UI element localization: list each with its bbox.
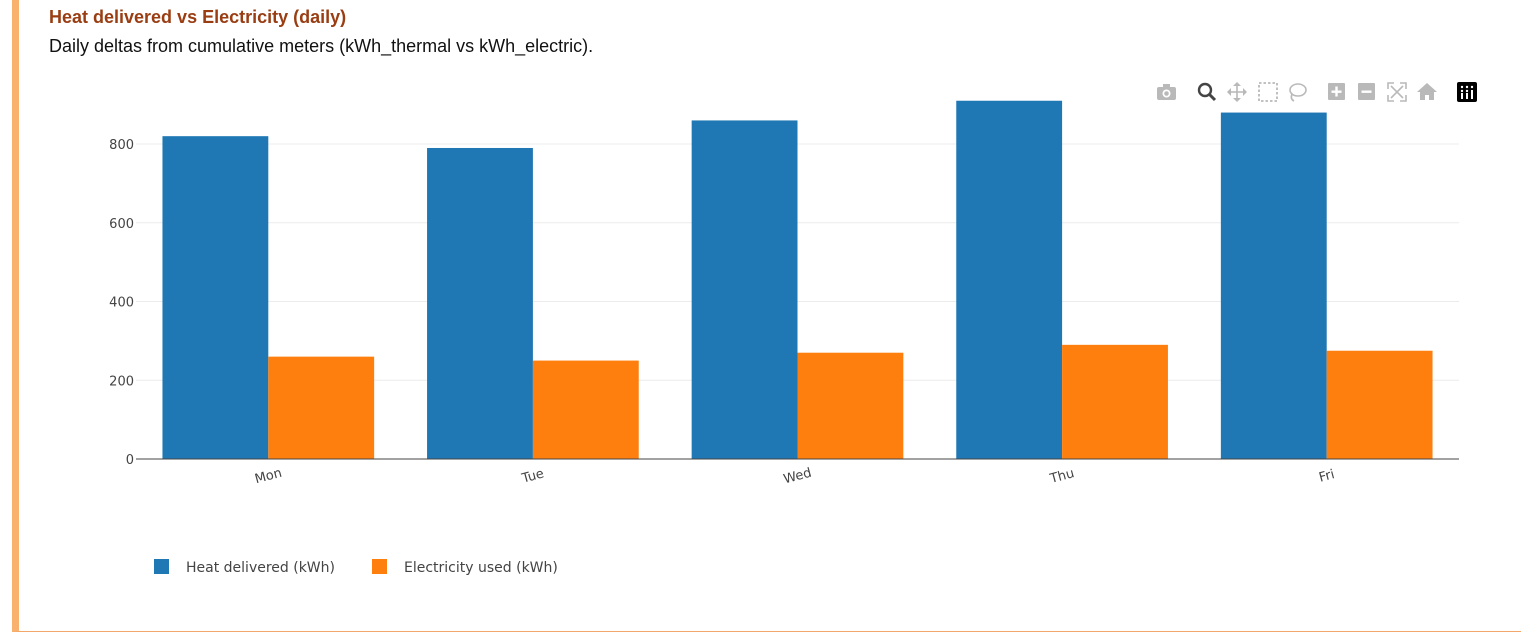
- x-tick-label: Fri: [1317, 467, 1336, 486]
- lasso-select-icon[interactable]: [1289, 83, 1307, 102]
- zoom-icon[interactable]: [1197, 82, 1217, 102]
- y-tick-label: 800: [109, 138, 134, 153]
- electric-bar-wed[interactable]: [797, 352, 904, 459]
- plotly-logo-icon[interactable]: [1457, 82, 1477, 102]
- axes: 0 200 400 600 800 Mon Tue Wed Thu Fri: [109, 138, 1459, 487]
- autoscale-icon[interactable]: [1387, 82, 1407, 102]
- y-tick-label: 200: [109, 374, 134, 389]
- heat-bar-fri[interactable]: [1220, 112, 1327, 459]
- reset-axes-icon[interactable]: [1417, 83, 1437, 100]
- zoom-out-icon[interactable]: [1358, 83, 1375, 100]
- y-tick-label: 400: [109, 296, 134, 311]
- pan-icon[interactable]: [1227, 82, 1247, 102]
- heat-bar-tue[interactable]: [427, 147, 533, 459]
- zoom-in-icon[interactable]: [1328, 83, 1345, 100]
- legend-swatch[interactable]: [154, 559, 169, 574]
- camera-icon[interactable]: [1157, 84, 1176, 100]
- heat-bar-mon[interactable]: [162, 136, 269, 459]
- legend-swatch[interactable]: [372, 559, 387, 574]
- electric-bar-tue[interactable]: [532, 360, 639, 459]
- x-tick-label: Thu: [1048, 466, 1076, 487]
- modebar: [1157, 82, 1477, 102]
- y-tick-label: 0: [126, 453, 134, 468]
- heat-bar-wed[interactable]: [691, 120, 798, 459]
- electric-bar-mon[interactable]: [268, 356, 375, 459]
- x-tick-label: Mon: [253, 466, 283, 488]
- heat-bar-thu[interactable]: [956, 100, 1063, 459]
- legend-label[interactable]: Electricity used (kWh): [404, 560, 558, 576]
- electric-bar-fri[interactable]: [1326, 350, 1433, 459]
- chart-panel-subtitle: Daily deltas from cumulative meters (kWh…: [49, 36, 594, 56]
- bars: [162, 100, 1433, 459]
- legend[interactable]: Heat delivered (kWh) Electricity used (kW…: [154, 559, 558, 576]
- x-tick-label: Wed: [782, 466, 813, 488]
- chart-panel-title: Heat delivered vs Electricity (daily): [49, 7, 347, 27]
- x-tick-label: Tue: [519, 466, 545, 486]
- box-select-icon[interactable]: [1258, 82, 1278, 102]
- electric-bar-thu[interactable]: [1062, 344, 1168, 459]
- legend-label[interactable]: Heat delivered (kWh): [186, 560, 335, 576]
- y-tick-label: 600: [109, 217, 134, 232]
